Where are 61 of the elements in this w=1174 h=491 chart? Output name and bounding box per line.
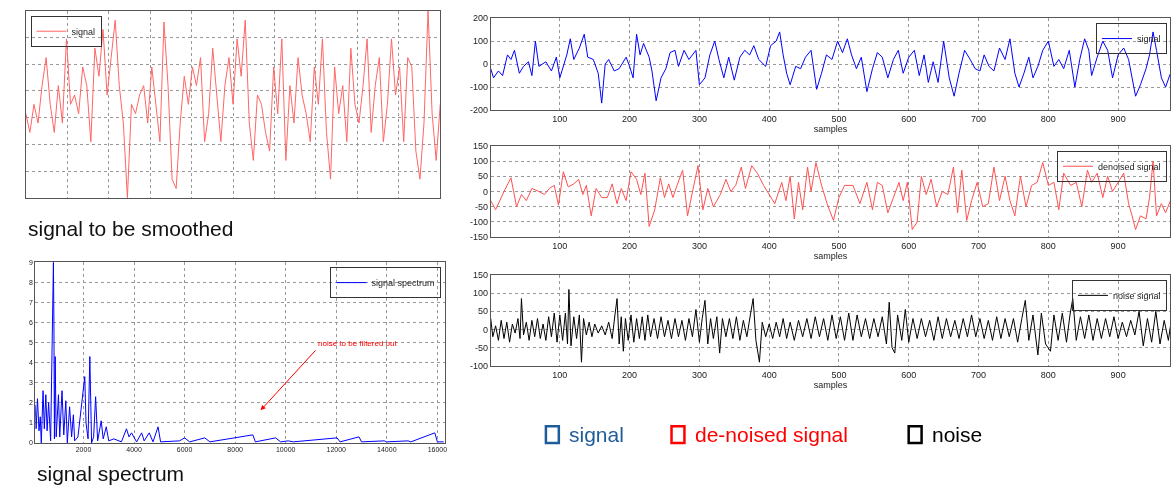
x-tick-label: 600 bbox=[901, 240, 917, 251]
x-axis-title: samples bbox=[813, 250, 848, 261]
x-tick-label: 100 bbox=[552, 240, 568, 251]
y-tick-label: -50 bbox=[474, 201, 488, 212]
y-tick-label: -100 bbox=[469, 217, 488, 228]
x-tick-label: 800 bbox=[1040, 369, 1056, 380]
y-tick-label: 0 bbox=[482, 186, 488, 197]
legend-label: noise bbox=[932, 423, 983, 446]
x-tick-label: 200 bbox=[622, 240, 638, 251]
x-tick-label: 900 bbox=[1110, 240, 1126, 251]
y-tick-label: 150 bbox=[472, 270, 488, 281]
y-tick-label: 0 bbox=[482, 59, 488, 70]
y-tick-label: -200 bbox=[469, 105, 488, 116]
annotation: noise to be filtered out bbox=[318, 339, 398, 348]
legend-label: signal bbox=[71, 26, 96, 37]
x-tick-label: 200 bbox=[622, 113, 638, 124]
y-tick-label: 150 bbox=[472, 140, 488, 151]
x-tick-label: 700 bbox=[971, 369, 987, 380]
text: signal spectrum bbox=[37, 462, 185, 485]
y-tick-label: 0 bbox=[482, 324, 488, 335]
legend-label: de-noised signal bbox=[695, 423, 848, 446]
x-tick-label: 600 bbox=[901, 113, 917, 124]
x-tick-label: 800 bbox=[1040, 240, 1056, 251]
text: signal to be smoothed bbox=[28, 217, 234, 240]
x-tick-label: 900 bbox=[1110, 369, 1126, 380]
line-series bbox=[490, 31, 1171, 104]
x-tick-label: 300 bbox=[691, 113, 707, 124]
x-tick-label: 400 bbox=[761, 240, 777, 251]
x-tick-label: 900 bbox=[1110, 113, 1126, 124]
x-tick-label: 500 bbox=[831, 240, 847, 251]
x-tick-label: 400 bbox=[761, 113, 777, 124]
y-tick-label: 50 bbox=[477, 306, 488, 317]
x-tick-label: 300 bbox=[691, 369, 707, 380]
x-tick-label: 100 bbox=[552, 113, 568, 124]
y-tick-label: -100 bbox=[469, 82, 488, 93]
line-series bbox=[490, 160, 1171, 231]
y-tick-label: -50 bbox=[474, 342, 488, 353]
x-tick-label: 700 bbox=[971, 113, 987, 124]
x-tick-label: 600 bbox=[901, 369, 917, 380]
legend-label: signal spectrum bbox=[371, 278, 435, 289]
y-tick-label: 100 bbox=[472, 36, 488, 47]
line-series bbox=[35, 262, 445, 443]
y-tick-label: 100 bbox=[472, 288, 488, 299]
y-tick-label: 100 bbox=[472, 156, 488, 167]
x-tick-label: 500 bbox=[831, 369, 847, 380]
x-tick-label: 500 bbox=[831, 113, 847, 124]
x-tick-label: 200 bbox=[622, 369, 638, 380]
legend-label: noise signal bbox=[1112, 290, 1161, 301]
y-tick-label: 200 bbox=[472, 13, 488, 24]
x-tick-label: 300 bbox=[691, 240, 707, 251]
x-tick-label: 700 bbox=[971, 240, 987, 251]
y-tick-label: -150 bbox=[469, 232, 488, 243]
y-tick-label: -100 bbox=[469, 360, 488, 371]
x-axis-title: samples bbox=[813, 123, 848, 134]
legend-label: signal bbox=[569, 423, 624, 446]
line-series bbox=[490, 288, 1171, 363]
x-tick-label: 400 bbox=[761, 369, 777, 380]
x-tick-label: 800 bbox=[1040, 113, 1056, 124]
x-axis-title: samples bbox=[813, 379, 848, 390]
x-tick-label: 100 bbox=[552, 369, 568, 380]
y-tick-label: 50 bbox=[477, 171, 488, 182]
